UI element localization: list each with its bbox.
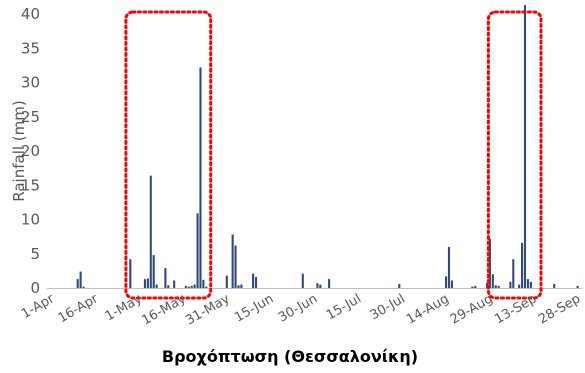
- y-tick-label: 20: [21, 142, 40, 160]
- rain-bar: [521, 242, 524, 288]
- x-tick-label: 29-Aug: [448, 291, 496, 327]
- rain-bar: [202, 279, 205, 288]
- x-tick-label: 13-Sep: [492, 291, 539, 327]
- y-axis-label: Rainfall (mm): [10, 100, 28, 201]
- rain-bar: [254, 277, 258, 288]
- rain-bar: [199, 67, 202, 289]
- rain-bar: [447, 246, 451, 288]
- rain-bar: [523, 5, 527, 288]
- rain-bar: [316, 283, 319, 288]
- y-axis-ticks: 0 5 10 15 20 25 30 35 40: [21, 5, 40, 297]
- rain-bar: [252, 273, 255, 288]
- rain-bar: [143, 279, 146, 288]
- rain-bar: [240, 284, 243, 288]
- rain-bar: [328, 279, 331, 288]
- rain-bar: [494, 285, 497, 288]
- rain-bar: [234, 245, 237, 288]
- y-tick-label: 40: [21, 5, 40, 23]
- rain-bar: [509, 281, 512, 288]
- rain-bar: [512, 259, 515, 288]
- rain-bar: [529, 281, 532, 288]
- rain-bar: [79, 271, 82, 288]
- rain-bar: [518, 284, 521, 288]
- rain-bar: [225, 275, 228, 288]
- rain-bar: [488, 238, 491, 288]
- y-tick-label: 35: [21, 39, 40, 57]
- x-tick-label: 15-Jun: [232, 291, 276, 325]
- rain-bar: [576, 285, 579, 288]
- y-tick-label: 5: [30, 245, 40, 263]
- rain-bar: [398, 283, 401, 288]
- rain-bar: [301, 273, 304, 288]
- rain-bar: [450, 280, 453, 288]
- x-tick-label: 15-Jul: [324, 291, 364, 323]
- rain-bar: [167, 285, 170, 288]
- chart-caption: Βροχόπτωση (Θεσσαλονίκη): [162, 347, 418, 366]
- rain-bar: [129, 259, 132, 288]
- rain-bar: [184, 285, 187, 288]
- rain-bar: [196, 213, 199, 288]
- rain-bar: [491, 274, 494, 288]
- rain-bar: [152, 255, 155, 288]
- rain-bar: [237, 285, 240, 288]
- rain-bar: [471, 286, 474, 288]
- y-tick-label: 10: [21, 211, 40, 229]
- rain-bar: [474, 285, 477, 288]
- y-tick-label: 0: [30, 279, 40, 297]
- y-tick-label: 30: [21, 74, 40, 92]
- rain-bar: [497, 285, 500, 288]
- rain-bar: [155, 284, 158, 288]
- rain-bar: [76, 279, 79, 288]
- rain-bar: [187, 286, 190, 288]
- rain-bar: [553, 283, 556, 288]
- y-tick-label: 25: [21, 108, 40, 126]
- highlight-box-2: [486, 10, 543, 300]
- x-tick-label: 28-Sep: [536, 291, 583, 327]
- rain-bar: [319, 284, 322, 288]
- rain-bar: [190, 285, 193, 288]
- rain-bar: [526, 279, 529, 288]
- x-tick-label: 30-Jul: [368, 291, 408, 323]
- rain-bar: [193, 284, 196, 288]
- x-tick-label: 16-Apr: [56, 291, 102, 326]
- rain-bar: [82, 286, 85, 288]
- rain-bar: [164, 268, 167, 288]
- highlight-box-1: [124, 10, 213, 300]
- rain-bar: [149, 175, 152, 288]
- x-tick-label: 30-Jun: [276, 291, 320, 325]
- bars-group: [76, 5, 579, 289]
- rain-bar: [146, 278, 149, 288]
- rain-bar: [445, 276, 448, 288]
- rain-bar: [205, 286, 208, 288]
- x-tick-label: 1-May: [103, 291, 145, 324]
- highlight-boxes: [124, 10, 543, 300]
- rain-bar: [173, 280, 176, 288]
- y-tick-label: 15: [21, 176, 40, 194]
- rain-bar: [231, 234, 234, 288]
- x-tick-label: 14-Aug: [404, 291, 452, 327]
